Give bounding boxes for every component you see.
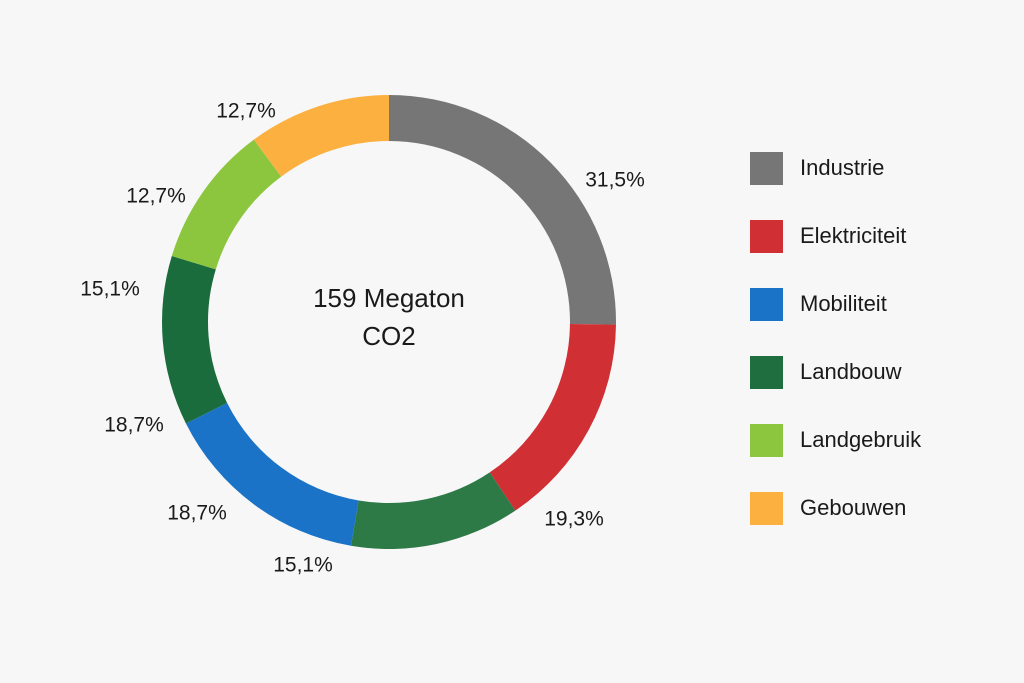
legend-swatch <box>750 355 783 389</box>
donut-slices <box>161 95 617 549</box>
percentage-label: 18,7% <box>104 414 164 437</box>
percentage-label: 31,5% <box>585 169 645 192</box>
legend-item-mobiliteit: Mobiliteit <box>750 282 921 326</box>
center-text-line-1: 159 Megaton <box>313 283 465 313</box>
legend: Industrie Elektriciteit Mobiliteit Landb… <box>750 146 921 554</box>
legend-label: Industrie <box>800 155 885 180</box>
legend-label: Elektriciteit <box>800 223 907 248</box>
percentage-label: 19,3% <box>544 508 604 531</box>
legend-label: Mobiliteit <box>800 291 887 316</box>
legend-item-landgebruik: Landgebruik <box>750 418 921 462</box>
legend-item-landbouw: Landbouw <box>750 350 921 394</box>
donut-slice-6 <box>253 95 389 177</box>
legend-label: Gebouwen <box>800 495 907 520</box>
legend-label: Landbouw <box>800 359 902 384</box>
legend-item-gebouwen: Gebouwen <box>750 486 921 530</box>
legend-swatch <box>750 423 783 457</box>
legend-swatch <box>750 219 783 253</box>
percentage-labels: 31,5% 19,3% 15,1% 18,7% 18,7% 15,1% 12,7% 12,7% <box>80 100 645 577</box>
donut-slice-3 <box>185 402 359 546</box>
percentage-label: 12,7% <box>126 185 186 208</box>
legend-swatch <box>750 287 783 321</box>
donut-slice-0 <box>389 95 617 325</box>
donut-slice-2 <box>350 472 516 549</box>
donut-slice-5 <box>171 139 282 270</box>
donut-slice-1 <box>489 324 616 511</box>
legend-label: Landgebruik <box>800 427 922 452</box>
center-text-line-2: CO2 <box>362 321 415 351</box>
percentage-label: 15,1% <box>273 554 333 577</box>
donut-slice-4 <box>161 255 228 424</box>
legend-item-industrie: Industrie <box>750 146 921 190</box>
percentage-label: 15,1% <box>80 278 140 301</box>
legend-swatch <box>750 491 783 525</box>
percentage-label: 12,7% <box>216 100 276 123</box>
legend-item-elektriciteit: Elektriciteit <box>750 214 921 258</box>
legend-swatch <box>750 151 783 185</box>
percentage-label: 18,7% <box>167 502 227 525</box>
